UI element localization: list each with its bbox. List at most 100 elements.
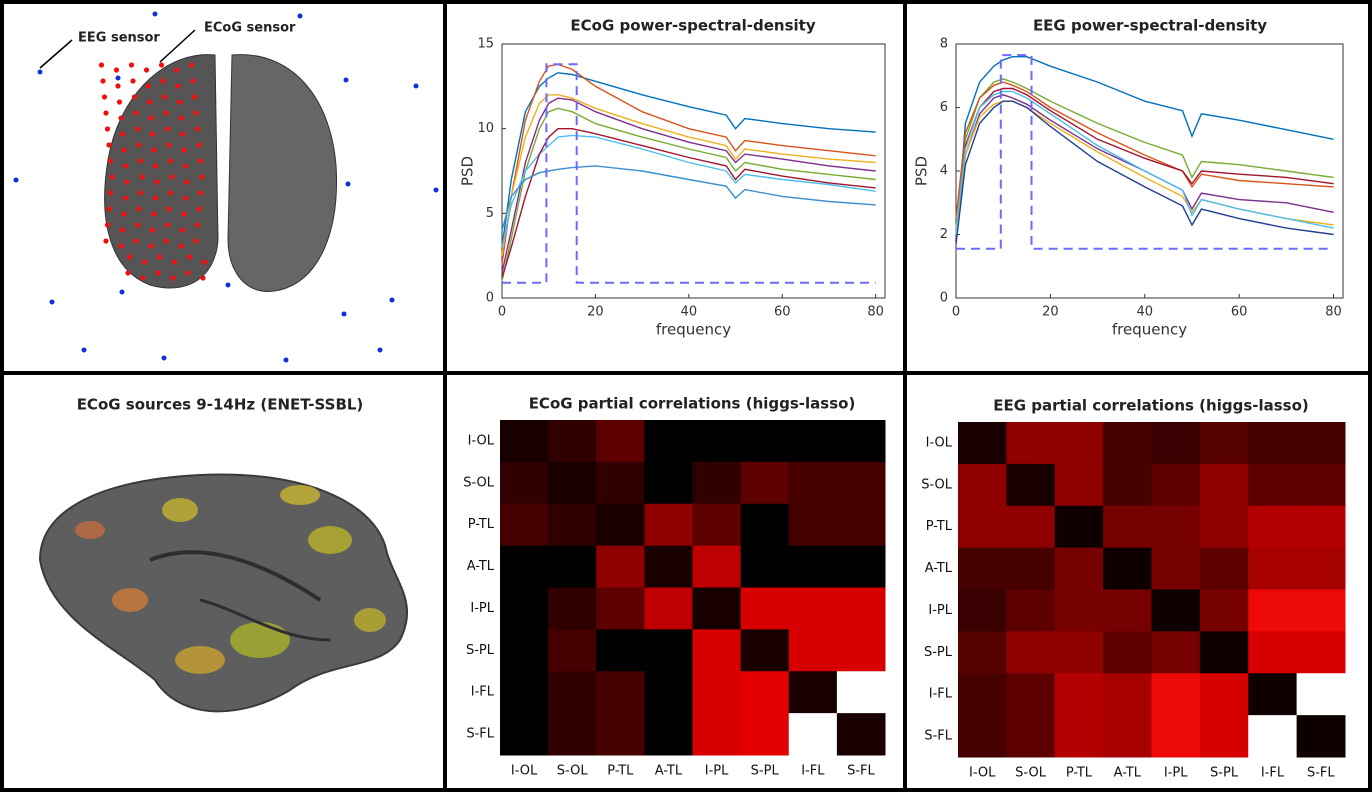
psd-line [955, 100, 1334, 245]
ecog-sensor-dot [171, 259, 178, 265]
y-tick-label: 0 [940, 291, 948, 306]
row-label: A-TL [467, 559, 495, 574]
ecog-sensor-dot [186, 254, 193, 260]
heatmap-cell [1103, 715, 1152, 758]
y-tick-label: 8 [940, 37, 948, 52]
column-label: S-FL [847, 764, 875, 779]
y-tick-label: 5 [486, 206, 494, 221]
x-tick-label: 0 [498, 305, 506, 320]
ecog-sensor-dot [155, 270, 161, 276]
ecog-sensor-dot [136, 142, 142, 148]
column-label: I-PL [705, 764, 729, 779]
ecog-sensor-dot [119, 131, 126, 137]
ecog-sensor-dot [149, 227, 156, 233]
eeg-sensor-dot [13, 177, 19, 183]
ecog-sensor-dot [158, 62, 165, 68]
heatmap-cell [692, 629, 742, 672]
ecog-sensor-dot [196, 142, 202, 148]
ecog-sensor-dot [122, 195, 129, 201]
heatmap-cell [596, 545, 645, 588]
heatmap-cell [1103, 505, 1152, 549]
row-label: I-FL [929, 687, 953, 702]
heatmap-cell [1151, 547, 1201, 590]
eeg-sensor-dot [225, 282, 231, 288]
ecog-sensor-dot [118, 243, 124, 249]
ecog-sensor-dot [103, 110, 109, 116]
heatmap-cell [836, 671, 886, 714]
ecog-sensor-dot [181, 147, 187, 153]
ecog-sensor-dot [191, 94, 198, 100]
ecog-sensor-dot [149, 131, 156, 137]
ecog-sensor-dot [154, 179, 160, 185]
left-hemisphere [104, 54, 219, 289]
heatmap-cell [958, 673, 1007, 716]
row-label: S-PL [924, 645, 953, 660]
ecog-sensor-dot [145, 83, 151, 89]
heatmap-cell [1199, 422, 1249, 465]
heatmap-cell [1151, 631, 1201, 674]
ecog-sensor-dot [107, 190, 114, 196]
ecog-sensor-dot [151, 147, 157, 153]
ecog-sensor-dot [182, 195, 189, 201]
ecog-sensor-dot [148, 115, 154, 121]
ecog-sensor-dot [188, 62, 195, 68]
ecog-sensor-dot [106, 142, 112, 148]
ecog-sensor-dot [190, 78, 196, 84]
heatmap-cell [836, 545, 886, 588]
heatmap-cell [836, 461, 886, 505]
ecog-sensor-dot [170, 275, 176, 281]
heatmap-cell [1296, 463, 1346, 507]
eeg-sensor-dot [115, 75, 121, 81]
ecog-sensor-dot [182, 163, 189, 169]
heatmap-cell [1103, 463, 1152, 507]
ecog-sensor-dot [173, 67, 180, 73]
heatmap-cell [1151, 715, 1201, 758]
heatmap-cell [1006, 505, 1056, 549]
psd-line [501, 94, 876, 256]
heatmap-cell [1054, 505, 1104, 549]
heatmap-cell [1248, 463, 1298, 507]
heatmap-cell [1151, 673, 1201, 716]
ecog-sensor-dot [134, 126, 141, 132]
ecog-sensor-dot [104, 222, 111, 228]
heatmap-cell [548, 587, 597, 630]
y-tick-label: 0 [486, 291, 494, 306]
heatmap-cell [788, 503, 838, 547]
psd-line [501, 97, 876, 273]
x-tick-label: 80 [1325, 305, 1342, 320]
brain-side-view [38, 473, 409, 713]
heatmap-cell [1103, 547, 1152, 590]
ecog-sensor-dot [199, 174, 205, 180]
row-label: P-TL [468, 517, 495, 532]
heatmap-cell [1199, 547, 1249, 590]
heatmap-cell [788, 587, 838, 630]
heatmap-cell [1006, 673, 1056, 716]
heatmap-cell [1296, 547, 1346, 590]
eeg-sensor-dot [81, 347, 87, 353]
column-label: P-TL [607, 764, 634, 779]
chart-title: EEG power-spectral-density [1033, 17, 1267, 35]
eeg-sensor-dot [341, 311, 347, 317]
heatmap-cell [1054, 463, 1104, 507]
heatmap-cell [644, 545, 693, 588]
row-label: S-OL [463, 475, 495, 490]
heatmap-cell [788, 713, 838, 756]
heatmap-cell [644, 587, 693, 630]
ecog-sensor-dot [134, 222, 141, 228]
chart-title: EEG partial correlations (higgs-lasso) [993, 397, 1309, 415]
heatmap-cell [958, 422, 1007, 465]
heatmap-cell [1296, 715, 1346, 758]
heatmap-cell [1054, 631, 1104, 674]
heatmap-cell [836, 420, 886, 463]
ecog-sensor-dot [200, 275, 206, 281]
ecog-sensor-dot [166, 142, 172, 148]
heatmap-cell [500, 671, 549, 714]
ecog-sensor-dot [152, 163, 159, 169]
ecog-sensor-dot [166, 206, 172, 212]
ecog-sensor-dot [118, 115, 124, 121]
heatmap-cell [1151, 463, 1201, 507]
heatmap-cell [836, 629, 886, 672]
heatmap-cell [1054, 422, 1104, 465]
brain-top-view [104, 54, 337, 292]
row-label: S-OL [921, 477, 953, 492]
